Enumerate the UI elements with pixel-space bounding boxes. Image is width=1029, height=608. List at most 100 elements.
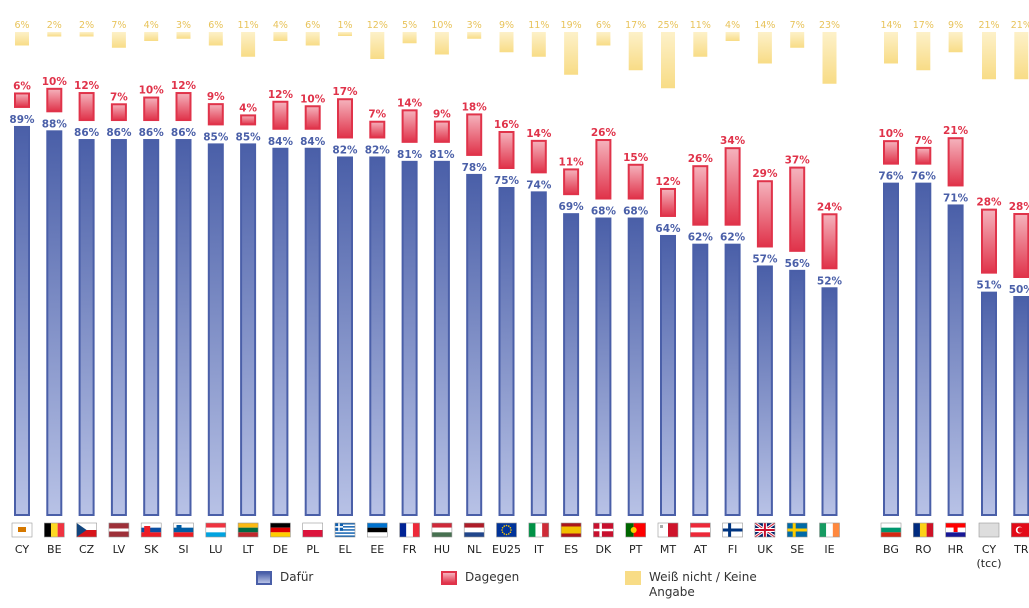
bar-weiss-nicht-cy-tcc	[982, 32, 996, 80]
bar-weiss-nicht-tr	[1014, 32, 1029, 80]
country-label-tr: TR	[1013, 543, 1029, 556]
flag-spain-icon	[560, 522, 582, 538]
label-dagegen-it: 14%	[526, 128, 552, 140]
label-weiss-nicht-cy: 6%	[14, 20, 29, 31]
bar-dagegen-se	[789, 166, 806, 252]
bar-dafur-lu	[207, 143, 224, 516]
bar-dafur-tr	[1013, 296, 1029, 516]
label-dagegen-bg: 10%	[878, 128, 904, 140]
label-dagegen-mt: 12%	[655, 176, 681, 188]
country-label-el: EL	[338, 543, 352, 556]
label-dafur-el: 82%	[332, 144, 358, 156]
label-dagegen-lv: 7%	[110, 91, 128, 103]
legend-swatch-dagegen	[441, 571, 457, 585]
country-label-be: BE	[47, 543, 62, 556]
bar-weiss-nicht-cz	[79, 32, 94, 37]
country-label-nl: NL	[467, 543, 482, 556]
bar-dafur-pl	[304, 147, 321, 516]
label-weiss-nicht-pt: 17%	[625, 20, 646, 31]
bar-dagegen-bg	[883, 140, 899, 165]
country-label-ro: RO	[915, 543, 932, 556]
label-dagegen-pl: 10%	[300, 93, 326, 105]
label-dagegen-ee: 7%	[368, 109, 386, 121]
country-label-it: IT	[534, 543, 544, 556]
legend-item-dafur: Dafür	[256, 570, 430, 585]
label-dafur-hr: 71%	[943, 192, 969, 204]
flag-netherlands-icon	[463, 522, 485, 538]
legend-item-dagegen: Dagegen	[441, 570, 615, 585]
label-weiss-nicht-mt: 25%	[657, 20, 678, 31]
bar-weiss-nicht-pl	[305, 32, 320, 46]
label-dagegen-lt: 4%	[239, 102, 257, 114]
bar-dagegen-pt	[627, 163, 644, 200]
label-dafur-se: 56%	[785, 258, 811, 270]
flag-belgium-icon	[43, 522, 65, 538]
label-weiss-nicht-es: 19%	[561, 20, 582, 31]
bar-dagegen-nl	[466, 113, 483, 156]
label-dafur-fi: 62%	[720, 232, 746, 244]
country-label-pl: PL	[306, 543, 320, 556]
label-dafur-hu: 81%	[429, 149, 455, 161]
bar-weiss-nicht-se	[790, 32, 805, 48]
flag-hungary-icon	[431, 522, 453, 538]
label-weiss-nicht-el: 1%	[337, 20, 352, 31]
label-weiss-nicht-uk: 14%	[754, 20, 775, 31]
label-weiss-nicht-cz: 2%	[79, 20, 94, 31]
label-dafur-ie: 52%	[817, 275, 843, 287]
label-dafur-mt: 64%	[655, 223, 681, 235]
flag-germany-icon	[270, 522, 291, 538]
label-dafur-dk: 68%	[591, 206, 617, 218]
bar-weiss-nicht-sk	[144, 32, 159, 41]
country-label-hu: HU	[434, 543, 450, 556]
legend-label-dafur: Dafür	[280, 570, 314, 584]
label-dafur-uk: 57%	[752, 253, 778, 265]
bar-dafur-cz	[78, 139, 95, 516]
bar-dafur-hu	[433, 160, 450, 516]
bar-dafur-ee	[369, 156, 386, 516]
label-weiss-nicht-de: 4%	[273, 20, 288, 31]
bar-dafur-lv	[110, 139, 127, 516]
flag-france-icon	[399, 522, 420, 538]
flag-estonia-icon	[366, 522, 388, 538]
label-dafur-be: 88%	[42, 118, 68, 130]
bar-weiss-nicht-pt	[628, 32, 643, 71]
label-dafur-fr: 81%	[397, 149, 423, 161]
label-weiss-nicht-cy-tcc: 21%	[978, 20, 999, 31]
bar-weiss-nicht-cy	[15, 32, 29, 46]
bar-dafur-de	[272, 147, 289, 516]
country-label-pt: PT	[629, 543, 643, 556]
flag-italy-icon	[528, 522, 550, 538]
country-label-es: ES	[564, 543, 578, 556]
bar-weiss-nicht-fi	[725, 32, 740, 41]
label-dafur-pl: 84%	[300, 136, 326, 148]
bar-weiss-nicht-ee	[370, 32, 385, 59]
country-label-ie: IE	[824, 543, 834, 556]
bar-dafur-es	[563, 213, 580, 516]
country-label-cy-tcc: CY	[982, 543, 996, 556]
country-label-bg: BG	[883, 543, 899, 556]
bar-weiss-nicht-dk	[596, 32, 611, 46]
label-dagegen-dk: 26%	[591, 127, 617, 139]
country-label-sk: SK	[144, 543, 159, 556]
bar-dagegen-be	[46, 87, 63, 113]
bar-dafur-nl	[466, 173, 483, 516]
bar-dafur-ro	[915, 182, 932, 516]
label-weiss-nicht-ie: 23%	[819, 20, 840, 31]
label-dafur-cy-tcc: 51%	[976, 280, 1002, 292]
bar-dafur-be	[46, 130, 63, 516]
bar-weiss-nicht-hu	[434, 32, 449, 55]
legend-item-weiss-nicht: Weiß nicht / Keine Angabe	[625, 570, 779, 600]
country-label-eu25: EU25	[492, 543, 521, 556]
flag-portugal-icon	[625, 522, 647, 538]
flag-poland-icon	[302, 522, 324, 538]
bar-dafur-dk	[595, 217, 612, 517]
bar-weiss-nicht-be	[47, 32, 62, 37]
bar-dagegen-hu	[433, 120, 450, 143]
country-label-de: DE	[273, 543, 288, 556]
label-dagegen-sk: 10%	[139, 85, 165, 97]
label-dafur-it: 74%	[526, 179, 552, 191]
label-dagegen-el: 17%	[332, 86, 358, 98]
label-dafur-pt: 68%	[623, 206, 649, 218]
label-dagegen-se: 37%	[785, 155, 811, 167]
bar-weiss-nicht-at	[693, 32, 708, 57]
